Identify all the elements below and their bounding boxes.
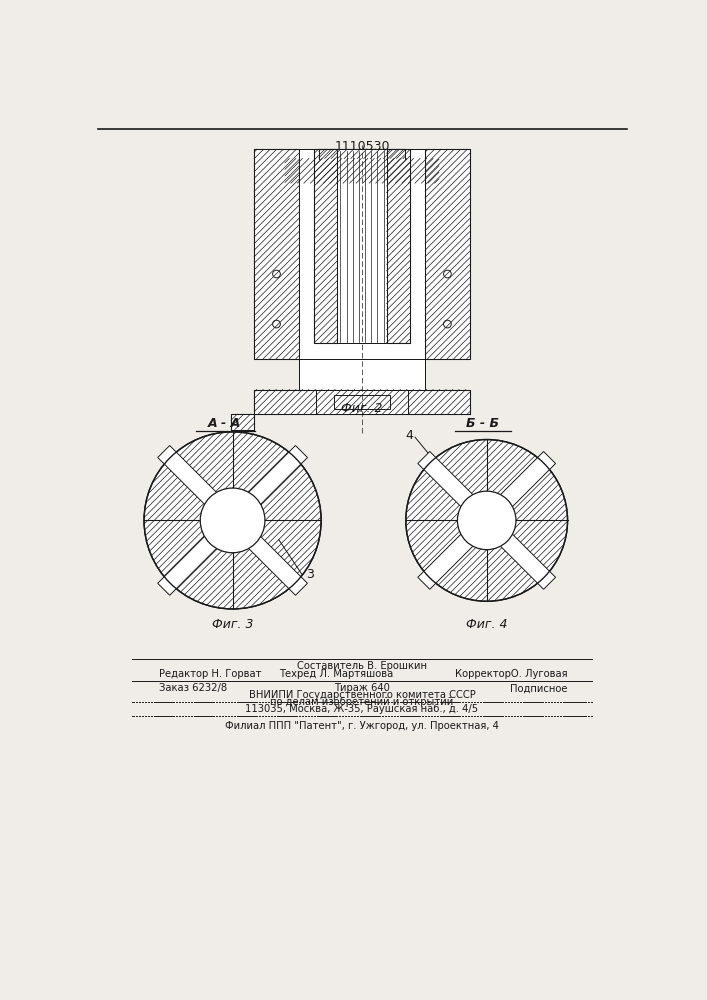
Bar xyxy=(334,395,390,409)
Text: 3: 3 xyxy=(305,568,314,581)
Bar xyxy=(316,389,408,414)
Bar xyxy=(425,149,469,359)
Bar xyxy=(387,149,409,343)
Text: Фиг. 3: Фиг. 3 xyxy=(212,618,253,631)
Text: Заказ 6232/8: Заказ 6232/8 xyxy=(160,683,228,693)
Text: Подписное: Подписное xyxy=(510,683,568,693)
Bar xyxy=(285,158,439,183)
Text: Техред Л. Мартяшова: Техред Л. Мартяшова xyxy=(279,669,394,679)
Bar xyxy=(314,149,337,343)
Text: Тираж 640: Тираж 640 xyxy=(334,683,390,693)
Polygon shape xyxy=(158,446,308,595)
Text: 4: 4 xyxy=(406,429,414,442)
Text: Составитель В. Ерошкин: Составитель В. Ерошкин xyxy=(297,661,427,671)
Bar xyxy=(254,149,299,359)
Text: КорректорО. Луговая: КорректорО. Луговая xyxy=(455,669,568,679)
Bar xyxy=(231,414,254,430)
Text: Б - Б: Б - Б xyxy=(467,417,499,430)
Text: Фиг. 2: Фиг. 2 xyxy=(341,402,382,415)
Bar xyxy=(299,359,425,389)
Text: по делам изобретений и открытий: по делам изобретений и открытий xyxy=(270,697,454,707)
Text: Филиал ППП "Патент", г. Ужгород, ул. Проектная, 4: Филиал ППП "Патент", г. Ужгород, ул. Про… xyxy=(225,721,499,731)
Bar xyxy=(299,149,425,359)
Polygon shape xyxy=(158,446,308,595)
Text: 113035, Москва, Ж-35, Раушская наб., д. 4/5: 113035, Москва, Ж-35, Раушская наб., д. … xyxy=(245,704,479,714)
Polygon shape xyxy=(418,452,556,589)
Bar xyxy=(334,163,390,179)
Text: Фиг. 4: Фиг. 4 xyxy=(466,618,508,631)
Text: 1110530: 1110530 xyxy=(334,140,390,153)
Circle shape xyxy=(457,491,516,550)
Text: Редактор Н. Горват: Редактор Н. Горват xyxy=(160,669,262,679)
Circle shape xyxy=(406,440,568,601)
Polygon shape xyxy=(418,452,556,589)
Text: A - A: A - A xyxy=(209,417,242,430)
Circle shape xyxy=(144,432,321,609)
Bar xyxy=(319,149,405,158)
Bar xyxy=(231,414,254,430)
Text: ВНИИПИ Государственного комитета СССР: ВНИИПИ Государственного комитета СССР xyxy=(249,690,475,700)
Bar xyxy=(254,389,469,414)
Bar xyxy=(337,149,387,343)
Circle shape xyxy=(200,488,265,553)
